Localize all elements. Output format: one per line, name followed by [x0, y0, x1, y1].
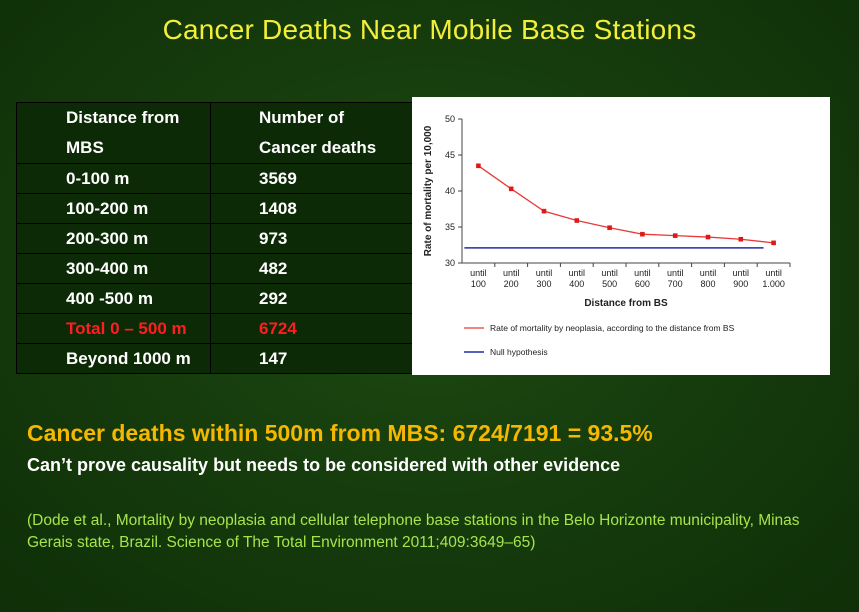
- x-tick-label: until: [634, 268, 651, 278]
- deaths-cell: 1408: [210, 193, 415, 224]
- x-tick-label: until: [470, 268, 487, 278]
- distance-cell: 100-200 m: [16, 193, 211, 224]
- x-tick-label: until: [700, 268, 717, 278]
- mortality-point: [705, 234, 711, 240]
- causality-note: Can’t prove causality but needs to be co…: [27, 455, 621, 475]
- y-axis-label: Rate of mortality per 10,000: [423, 125, 434, 256]
- x-tick-label: until: [503, 268, 520, 278]
- x-tick-label: 600: [635, 279, 650, 289]
- distance-cell: 200-300 m: [16, 223, 211, 254]
- distance-cell: Beyond 1000 m: [16, 343, 211, 374]
- x-tick-label: 300: [536, 279, 551, 289]
- header-line: Cancer deaths: [259, 138, 377, 157]
- table-row: 0-100 m 3569: [16, 163, 415, 194]
- x-tick-label: 500: [602, 279, 617, 289]
- legend-null-label: Null hypothesis: [490, 347, 548, 357]
- deaths-cell: 147: [210, 343, 415, 374]
- x-tick-label: 1.000: [762, 279, 785, 289]
- mortality-chart-svg: 3035404550until100until200until300until4…: [423, 114, 791, 357]
- x-tick-label: 100: [471, 279, 486, 289]
- mortality-point: [607, 225, 612, 231]
- y-tick-label: 50: [445, 114, 455, 124]
- table-row-total: Total 0 – 500 m 6724: [16, 313, 415, 344]
- y-tick-label: 35: [445, 222, 455, 232]
- distance-cell: 0-100 m: [16, 163, 211, 194]
- deaths-cell: 292: [210, 283, 415, 314]
- mortality-series-line: [478, 165, 774, 244]
- legend-mortality-label: Rate of mortality by neoplasia, accordin…: [490, 323, 735, 333]
- x-tick-label: 800: [700, 279, 715, 289]
- mortality-point: [476, 163, 481, 169]
- table-row: 200-300 m 973: [16, 223, 415, 254]
- header-distance: Distance from MBS: [16, 102, 211, 164]
- distance-cell: 400 -500 m: [16, 283, 211, 314]
- y-tick-label: 40: [445, 186, 455, 196]
- header-deaths: Number of Cancer deaths: [210, 102, 415, 164]
- cancer-deaths-table: Distance from MBS Number of Cancer deaths 0-…: [16, 102, 415, 374]
- mortality-point: [508, 186, 514, 192]
- x-tick-label: 200: [504, 279, 519, 289]
- distance-cell: Total 0 – 500 m: [16, 313, 211, 344]
- slide-title: Cancer Deaths Near Mobile Base Stations: [162, 14, 697, 45]
- mortality-point: [640, 231, 645, 237]
- x-tick-label: until: [601, 268, 618, 278]
- y-tick-label: 30: [445, 258, 455, 268]
- x-tick-label: until: [733, 268, 750, 278]
- x-tick-label: 700: [668, 279, 683, 289]
- x-tick-label: until: [536, 268, 553, 278]
- x-tick-label: until: [765, 268, 782, 278]
- x-tick-label: until: [569, 268, 586, 278]
- table-header-row: Distance from MBS Number of Cancer deaths: [16, 102, 415, 164]
- headline-stat: Cancer deaths within 500m from MBS: 6724…: [27, 420, 653, 446]
- distance-cell: 300-400 m: [16, 253, 211, 284]
- table-row: 300-400 m 482: [16, 253, 415, 284]
- citation: (Dode et al., Mortality by neoplasia and…: [27, 512, 800, 551]
- mortality-point: [771, 240, 776, 246]
- table-row: Beyond 1000 m 147: [16, 343, 415, 374]
- y-tick-label: 45: [445, 150, 455, 160]
- x-tick-label: until: [667, 268, 684, 278]
- header-line: Distance from: [66, 108, 180, 127]
- table-row: 100-200 m 1408: [16, 193, 415, 224]
- header-line: MBS: [66, 138, 104, 157]
- x-axis-label: Distance from BS: [584, 298, 668, 309]
- deaths-cell: 973: [210, 223, 415, 254]
- mortality-chart: 30 35 40 45 50 until 100 until 200 until 300 until 4…: [412, 97, 830, 375]
- mortality-point: [738, 236, 744, 242]
- deaths-cell: 3569: [210, 163, 415, 194]
- mortality-point: [541, 208, 547, 214]
- deaths-cell: 6724: [210, 313, 415, 344]
- deaths-cell: 482: [210, 253, 415, 284]
- x-tick-label: 400: [569, 279, 584, 289]
- mortality-point: [672, 233, 678, 238]
- mortality-point: [574, 218, 580, 223]
- x-tick-label: 900: [733, 279, 748, 289]
- table-row: 400 -500 m 292: [16, 283, 415, 314]
- header-line: Number of: [259, 108, 344, 127]
